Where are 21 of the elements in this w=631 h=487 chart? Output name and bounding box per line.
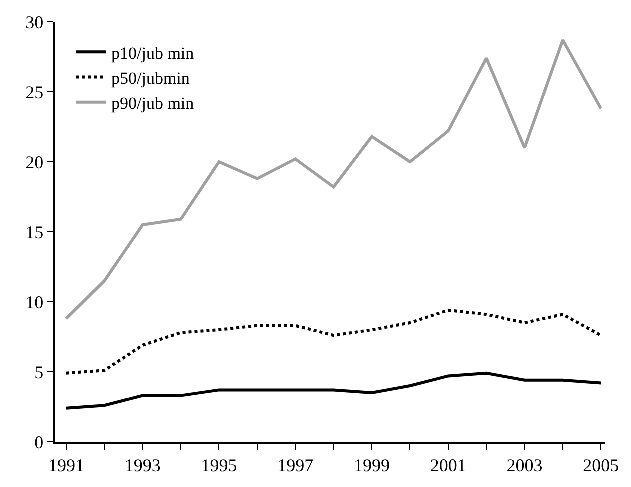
y-tick-label: 10	[26, 292, 44, 312]
line-series	[64, 38, 603, 320]
legend-label: p90/jub min	[112, 94, 195, 113]
x-tick-label: 1993	[124, 455, 161, 476]
x-tick-label: 2005	[583, 455, 620, 476]
y-tick-label: 20	[26, 152, 44, 172]
legend-label: p10/jub min	[112, 44, 195, 63]
y-tick-label: 30	[26, 12, 44, 32]
x-tick-label: 1997	[278, 455, 314, 476]
line-series	[64, 308, 603, 375]
x-tick-label: 2001	[430, 455, 466, 476]
y-tick-label: 0	[34, 432, 44, 452]
x-tick-label: 1999	[354, 455, 390, 476]
legend-label: p50/jubmin	[112, 68, 190, 88]
y-tick-label: 5	[34, 362, 44, 382]
x-tick-label: 2003	[506, 455, 543, 476]
x-tick-label: 1991	[48, 455, 84, 476]
x-tick-label: 1995	[201, 455, 238, 476]
y-tick-label: 15	[26, 222, 44, 242]
y-tick-label: 25	[26, 82, 44, 102]
line-series	[64, 372, 603, 410]
